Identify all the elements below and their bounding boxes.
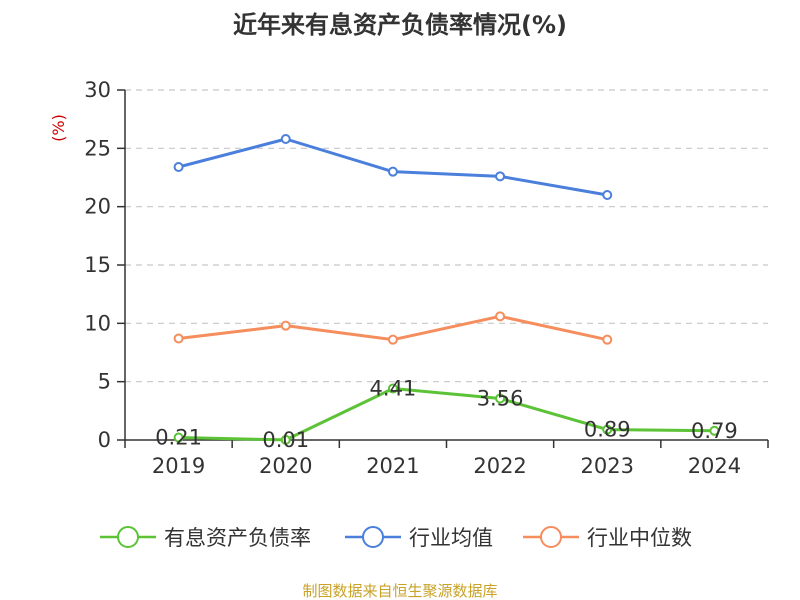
x-tick-label: 2024 [688, 454, 741, 478]
data-point[interactable] [602, 334, 613, 345]
data-label: 0.21 [155, 426, 202, 450]
legend[interactable]: 有息资产负债率 行业均值 行业中位数 [100, 526, 692, 550]
legend-item-1[interactable]: 行业均值 [345, 526, 493, 550]
y-tick-label: 15 [84, 253, 111, 277]
data-point[interactable] [280, 134, 291, 144]
series-line-0 [178, 387, 715, 442]
legend-marker [540, 526, 562, 548]
x-tick-label: 2023 [581, 454, 634, 478]
data-point[interactable] [495, 311, 506, 322]
y-tick-label: 0 [98, 428, 111, 452]
data-labels: 0.21 0.01 4.41 3.56 0.89 0.79 [155, 377, 738, 452]
y-axis-ticks: 0 5 10 15 20 25 30 [84, 78, 125, 452]
source-note: 制图数据来自恒生聚源数据库 [302, 582, 497, 600]
y-axis-unit-label: (%) [49, 114, 68, 142]
legend-label: 行业中位数 [587, 526, 692, 550]
legend-item-2[interactable]: 行业中位数 [523, 526, 692, 550]
data-label: 0.79 [691, 419, 738, 443]
data-point[interactable] [173, 432, 184, 443]
y-tick-label: 5 [98, 370, 111, 394]
legend-marker [117, 526, 139, 548]
x-tick-label: 2020 [259, 454, 312, 478]
chart-title: 近年来有息资产负债率情况(%) [233, 11, 567, 39]
x-tick-label: 2019 [152, 454, 205, 478]
legend-label: 有息资产负债率 [164, 526, 311, 550]
legend-item-0[interactable]: 有息资产负债率 [100, 526, 311, 550]
legend-marker [362, 526, 384, 548]
y-tick-label: 20 [84, 195, 111, 219]
data-point[interactable] [709, 425, 720, 436]
data-label: 4.41 [370, 377, 417, 401]
data-point[interactable] [387, 334, 398, 345]
data-point[interactable] [173, 333, 184, 344]
data-point[interactable] [495, 171, 506, 182]
x-tick-label: 2021 [366, 454, 419, 478]
y-tick-label: 25 [84, 136, 111, 160]
data-label: 0.01 [262, 428, 309, 452]
legend-label: 行业均值 [409, 526, 493, 550]
data-point[interactable] [387, 383, 398, 394]
series-group [173, 134, 720, 445]
y-tick-label: 30 [84, 78, 111, 102]
data-point[interactable] [280, 320, 291, 331]
grid-lines [125, 89, 768, 383]
data-label: 3.56 [477, 386, 524, 410]
data-label: 0.89 [584, 418, 631, 442]
data-point[interactable] [173, 162, 184, 172]
data-point[interactable] [495, 393, 506, 404]
data-point[interactable] [280, 434, 291, 445]
data-point[interactable] [602, 424, 613, 435]
data-point[interactable] [387, 166, 398, 177]
x-axis-ticks: 2019 2020 2021 2022 2023 2024 [124, 440, 769, 478]
y-tick-label: 10 [84, 311, 111, 335]
x-tick-label: 2022 [473, 454, 526, 478]
data-point[interactable] [602, 190, 613, 200]
